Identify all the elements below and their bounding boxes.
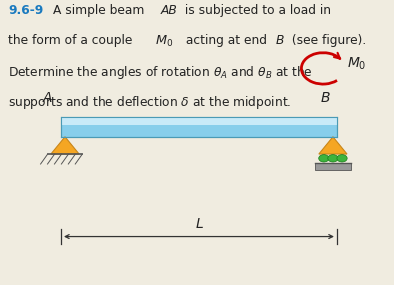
Text: A simple beam: A simple beam [53,4,149,17]
Circle shape [337,154,347,162]
Text: A: A [43,91,52,105]
Text: supports and the deflection $\delta$ at the midpoint.: supports and the deflection $\delta$ at … [8,94,291,111]
Text: 9.6-9: 9.6-9 [8,4,43,17]
Polygon shape [51,137,79,154]
Polygon shape [319,137,347,154]
Bar [314,162,351,170]
Text: (see figure).: (see figure). [288,34,366,47]
Bar [61,117,337,137]
Circle shape [328,154,338,162]
Text: is subjected to a load in: is subjected to a load in [181,4,331,17]
Bar [61,117,337,125]
Text: B: B [320,91,330,105]
Text: Determine the angles of rotation $\theta_A$ and $\theta_B$ at the: Determine the angles of rotation $\theta… [8,64,313,81]
Text: AB: AB [160,4,177,17]
Text: B: B [276,34,284,47]
Text: $M_0$: $M_0$ [155,34,173,49]
Text: $M_0$: $M_0$ [347,56,366,72]
Circle shape [319,154,329,162]
Text: $L$: $L$ [195,217,203,231]
Text: the form of a couple: the form of a couple [8,34,136,47]
Text: acting at end: acting at end [182,34,271,47]
